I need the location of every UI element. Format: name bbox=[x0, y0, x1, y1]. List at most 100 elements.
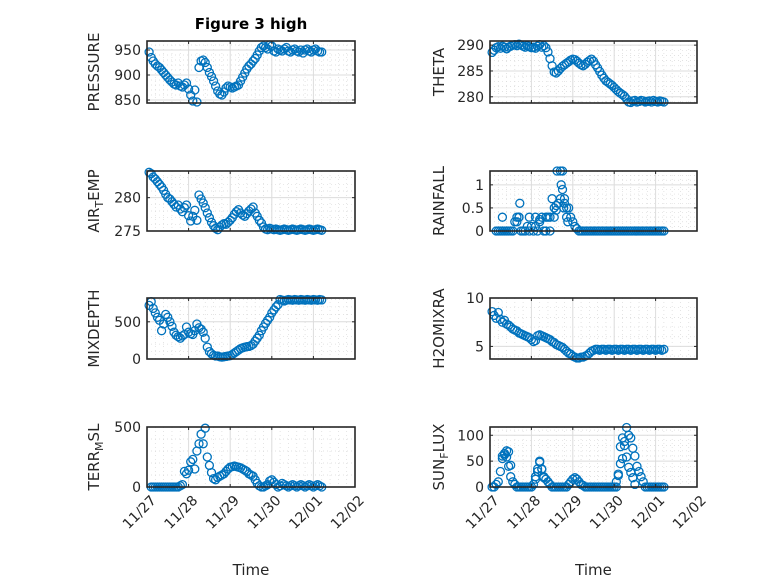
data-point bbox=[493, 477, 503, 487]
data-point bbox=[543, 47, 553, 57]
y-tick-label: 0 bbox=[475, 480, 484, 496]
data-point bbox=[161, 309, 171, 320]
data-point bbox=[317, 47, 327, 57]
y-tick-label: 0 bbox=[132, 480, 141, 496]
data-point bbox=[659, 344, 669, 354]
y-tick-label: 50 bbox=[466, 454, 484, 470]
data-point bbox=[198, 439, 208, 449]
data-point bbox=[167, 321, 177, 331]
y-tick-label: 280 bbox=[114, 191, 141, 207]
x-axis-label: Time bbox=[574, 561, 612, 579]
data-point bbox=[254, 215, 264, 225]
axes-box bbox=[489, 40, 698, 104]
data-point bbox=[624, 430, 634, 440]
data-point bbox=[186, 216, 196, 226]
data-point bbox=[181, 200, 192, 210]
data-point bbox=[499, 42, 510, 52]
data-point bbox=[503, 447, 514, 457]
data-point bbox=[190, 464, 200, 474]
data-point bbox=[204, 213, 215, 223]
data-point bbox=[158, 319, 169, 329]
subplot-grid: 850 900 950 PRESSURE 280 285 290 THETA 275 280 AIR… bbox=[85, 33, 710, 579]
data-point bbox=[563, 217, 573, 227]
axes-box bbox=[146, 426, 356, 488]
data-point bbox=[557, 184, 568, 195]
data-point bbox=[514, 212, 524, 222]
data-point bbox=[659, 97, 669, 107]
data-point bbox=[200, 423, 210, 433]
data-point bbox=[568, 217, 578, 227]
data-point bbox=[512, 217, 522, 227]
y-axis-label: H2OMIXRA bbox=[430, 288, 448, 369]
data-point bbox=[183, 211, 194, 221]
y-axis-label: SUNFLUX bbox=[430, 424, 451, 491]
axes-box bbox=[146, 40, 356, 104]
data-point bbox=[177, 479, 188, 490]
data-point bbox=[169, 199, 179, 209]
data-point bbox=[310, 481, 321, 491]
data-point bbox=[256, 42, 267, 53]
y-axis-label: PRESSURE bbox=[85, 33, 103, 112]
data-point bbox=[190, 205, 200, 215]
y-tick-label: 285 bbox=[457, 64, 484, 80]
data-point bbox=[314, 481, 325, 491]
axes-background bbox=[490, 171, 697, 231]
y-axis-label: THETA bbox=[430, 47, 448, 97]
data-point bbox=[181, 78, 192, 88]
data-point bbox=[163, 312, 173, 322]
data-point bbox=[559, 194, 570, 204]
data-point bbox=[317, 295, 327, 305]
data-point bbox=[202, 342, 212, 352]
y-tick-label: 5 bbox=[475, 339, 484, 355]
data-point bbox=[198, 327, 208, 337]
data-point bbox=[584, 55, 595, 66]
data-point bbox=[539, 473, 549, 483]
data-point bbox=[617, 453, 628, 464]
y-tick-label: 900 bbox=[114, 68, 141, 84]
data-point bbox=[615, 459, 626, 469]
subplot-rainfall: 0 0.5 1 RAINFALL bbox=[430, 165, 698, 240]
minor-grid bbox=[490, 170, 697, 231]
data-point bbox=[208, 76, 219, 86]
y-axis-label: RAINFALL bbox=[430, 165, 448, 236]
data-point bbox=[545, 212, 555, 222]
figure-title: Figure 3 high bbox=[195, 15, 308, 33]
data-point bbox=[200, 57, 210, 68]
minor-grid bbox=[490, 427, 697, 487]
axes-box bbox=[146, 297, 356, 360]
data-point bbox=[491, 479, 501, 490]
data-point bbox=[621, 452, 632, 462]
data-point bbox=[173, 332, 183, 342]
data-point bbox=[206, 467, 217, 478]
data-point bbox=[628, 473, 638, 483]
y-tick-label: 0 bbox=[132, 352, 141, 368]
subplot-h2omixra: 5 10 H2OMIXRA bbox=[430, 288, 698, 369]
data-point bbox=[493, 42, 503, 52]
data-point bbox=[206, 71, 217, 82]
data-point bbox=[566, 212, 576, 222]
data-point bbox=[192, 97, 202, 107]
data-point bbox=[613, 470, 623, 481]
data-point bbox=[202, 62, 212, 73]
data-point bbox=[556, 180, 566, 190]
axes-box bbox=[489, 426, 698, 488]
data-point bbox=[156, 326, 167, 336]
subplot-mixdepth: 0 500 MIXDEPTH bbox=[85, 289, 356, 368]
data-point bbox=[188, 454, 198, 465]
y-tick-label: 1 bbox=[475, 178, 484, 194]
subplot-theta: 280 285 290 THETA bbox=[430, 38, 698, 108]
data-point bbox=[225, 215, 235, 225]
data-point bbox=[630, 479, 640, 490]
y-tick-label: 0 bbox=[475, 224, 484, 240]
subplot-pressure: 850 900 950 PRESSURE bbox=[85, 33, 356, 112]
y-tick-label: 500 bbox=[114, 315, 141, 331]
x-axis-label: Time bbox=[232, 561, 270, 579]
data-point bbox=[611, 477, 621, 487]
data-point bbox=[619, 436, 630, 447]
data-point bbox=[626, 467, 636, 478]
y-tick-label: 0.5 bbox=[462, 201, 484, 217]
data-point bbox=[497, 212, 508, 222]
axes-box bbox=[489, 297, 698, 360]
data-point bbox=[194, 439, 204, 449]
